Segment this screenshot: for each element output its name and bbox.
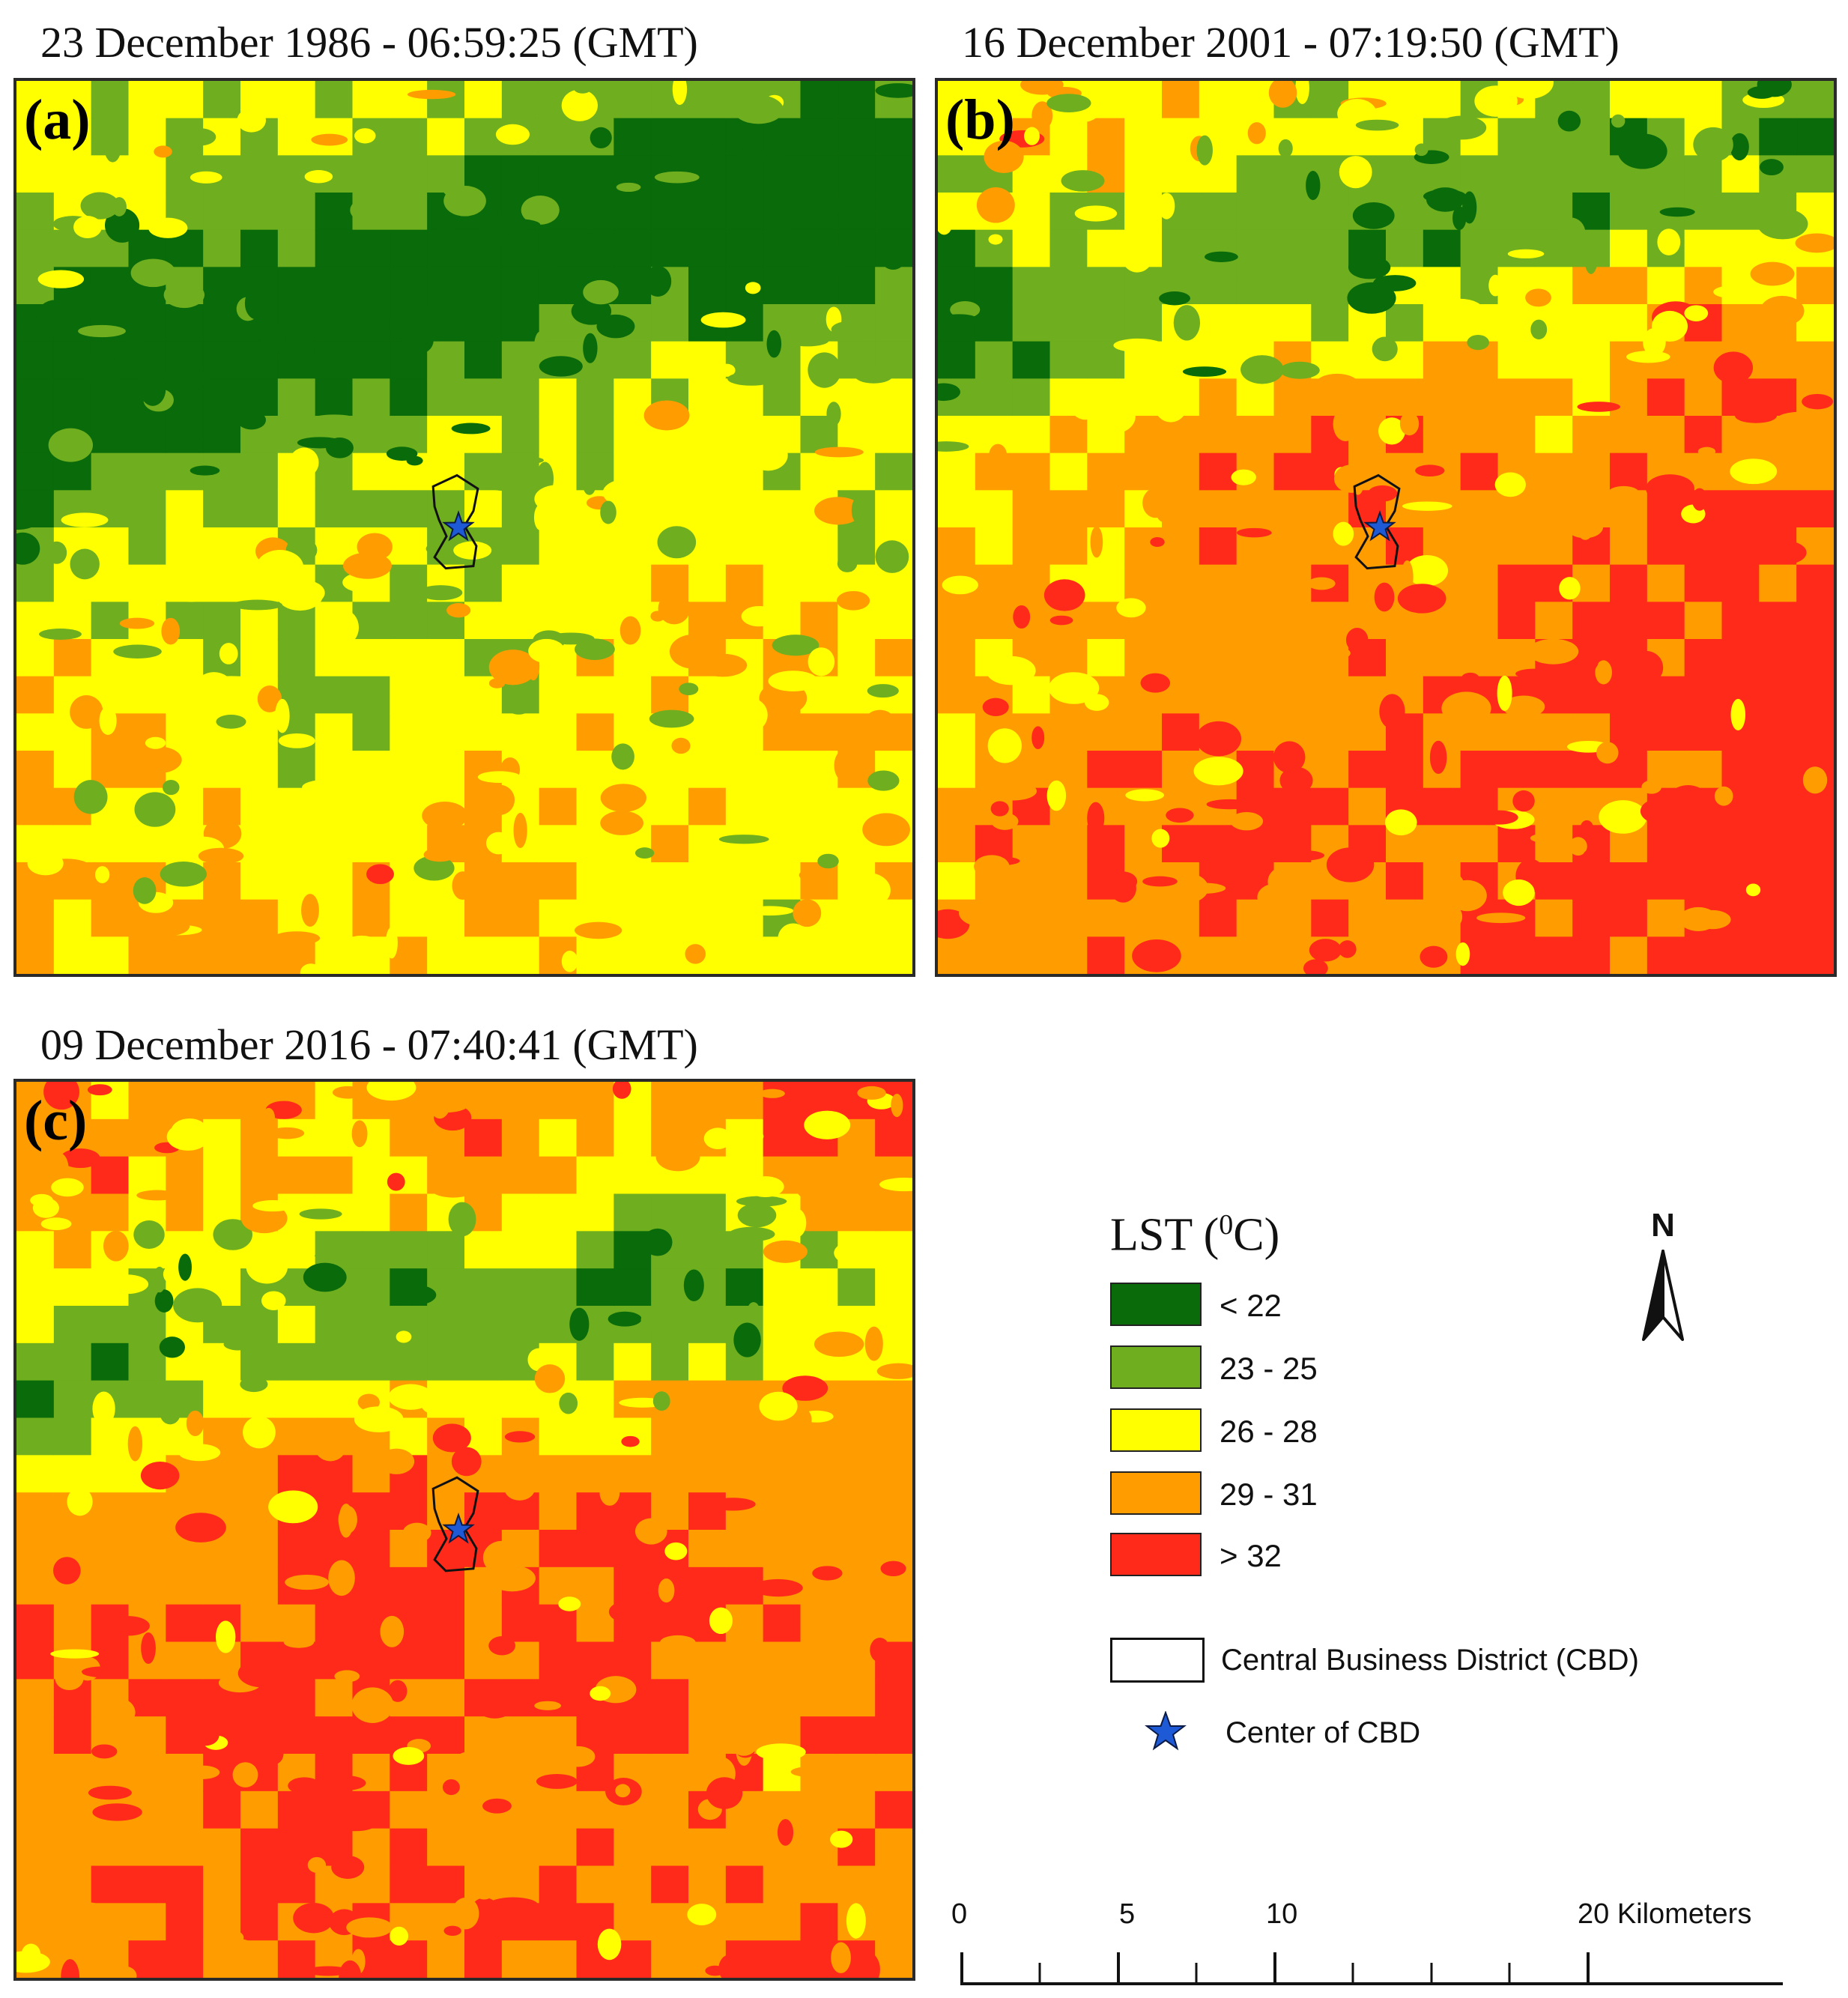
center-star-icon — [1145, 1711, 1187, 1751]
cbd-legend-label: Central Business District (CBD) — [1221, 1644, 1639, 1677]
scale-label-5: 5 — [1119, 1898, 1136, 1930]
legend-label-1: < 22 — [1220, 1288, 1282, 1323]
scale-bar: 0 5 10 20 Kilometers — [951, 1900, 1798, 1990]
scale-bar-graphic — [960, 1952, 1783, 1985]
lst-map-b — [938, 81, 1834, 974]
panel-a-letter: (a) — [24, 88, 91, 151]
legend-label-4: 29 - 31 — [1220, 1477, 1318, 1512]
legend-swatch-4 — [1110, 1471, 1202, 1515]
map-panel-a[interactable]: (a) — [13, 78, 915, 977]
north-label: N — [1651, 1207, 1675, 1244]
legend-swatch-3 — [1110, 1408, 1202, 1452]
lst-map-c — [16, 1082, 912, 1978]
cbd-boundary-swatch — [1110, 1638, 1205, 1683]
panel-b-letter: (b) — [945, 88, 1015, 151]
panel-a-title: 23 December 1986 - 06:59:25 (GMT) — [40, 18, 698, 67]
legend-label-3: 26 - 28 — [1220, 1414, 1318, 1449]
legend-swatch-5 — [1110, 1533, 1202, 1576]
panel-b-title: 16 December 2001 - 07:19:50 (GMT) — [962, 18, 1620, 67]
legend-label-5: > 32 — [1220, 1538, 1282, 1573]
panel-c-letter: (c) — [24, 1089, 88, 1152]
panel-c-title: 09 December 2016 - 07:40:41 (GMT) — [40, 1020, 698, 1069]
legend-swatch-1 — [1110, 1283, 1202, 1326]
legend-title: LST (0C) — [1110, 1209, 1280, 1261]
scale-label-20: 20 Kilometers — [1578, 1898, 1752, 1930]
scale-label-10: 10 — [1266, 1898, 1298, 1930]
legend-swatch-2 — [1110, 1345, 1202, 1389]
north-arrow-icon: N — [1642, 1207, 1684, 1341]
center-of-cbd-label: Center of CBD — [1226, 1716, 1421, 1749]
lst-map-a — [16, 81, 912, 974]
scale-label-0: 0 — [951, 1898, 968, 1930]
map-panel-b[interactable]: (b) — [935, 78, 1837, 977]
map-panel-c[interactable]: (c) — [13, 1079, 915, 1981]
legend-label-2: 23 - 25 — [1220, 1351, 1318, 1386]
